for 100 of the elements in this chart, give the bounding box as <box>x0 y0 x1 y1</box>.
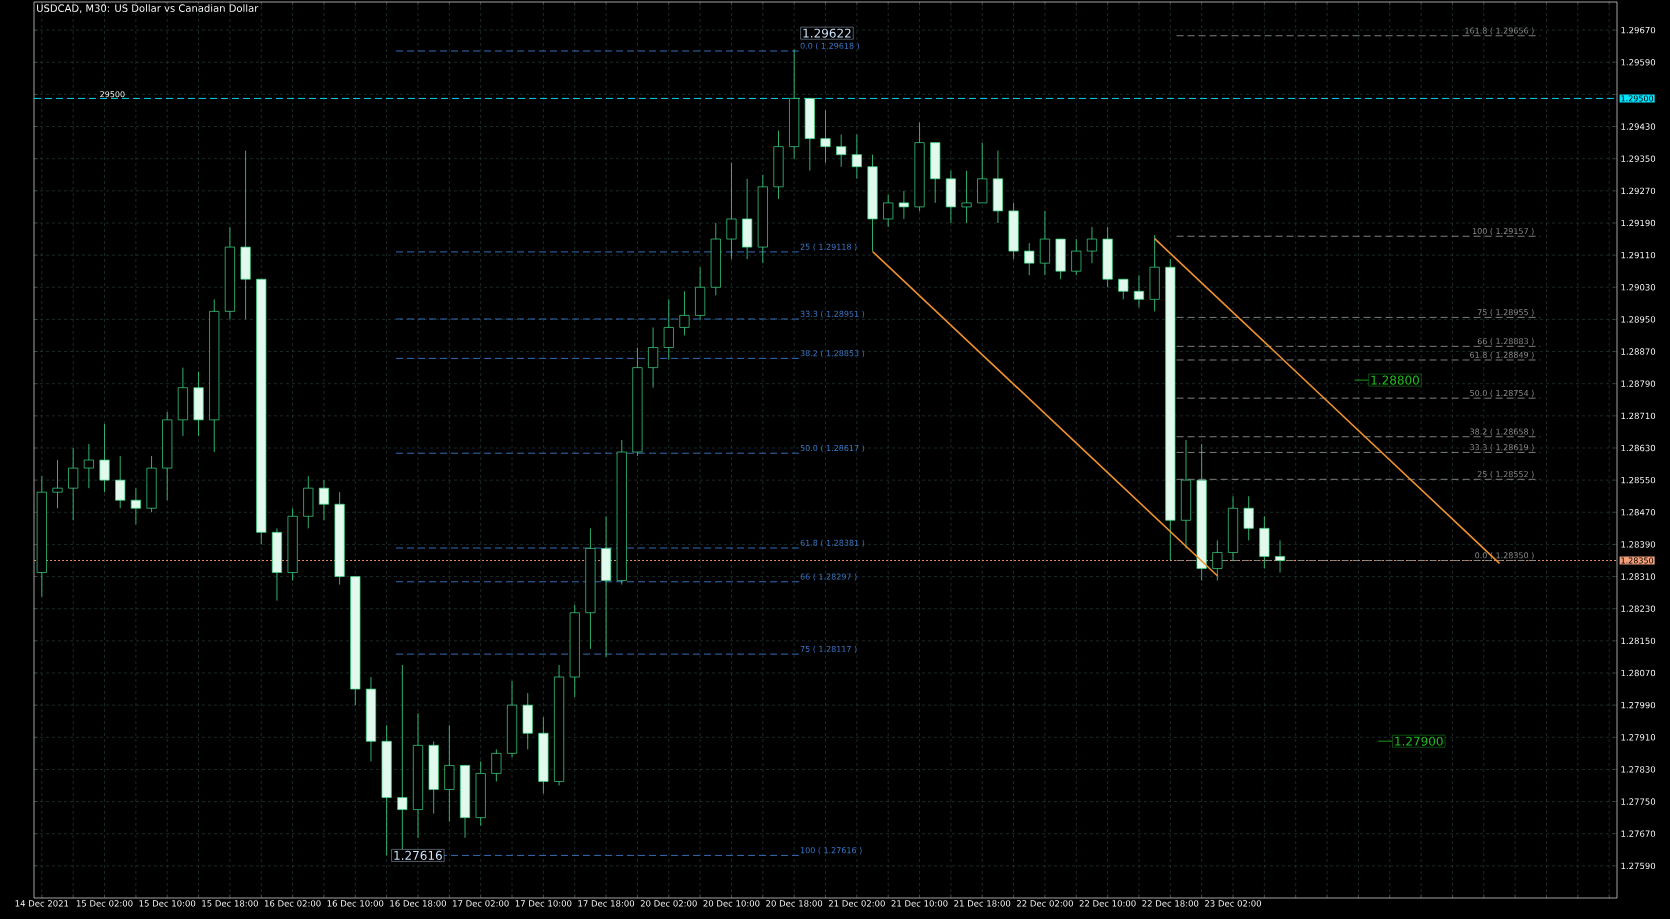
y-tick-label: 1.28310 <box>1621 573 1656 580</box>
y-tick-label: 1.29030 <box>1621 284 1656 291</box>
annotation: 1.28800 <box>1371 375 1419 385</box>
ref-line-label: 66 ( 1.28883 ) <box>1477 338 1534 346</box>
y-tick-label: 1.28390 <box>1621 541 1656 548</box>
candlestick <box>83 443 94 489</box>
x-tick-label: 21 Dec 10:00 <box>891 900 948 907</box>
ref-line-label: 33.3 ( 1.28619 ) <box>1470 444 1534 452</box>
ref-line-label: 161.8 ( 1.29656 ) <box>1465 27 1534 35</box>
candlestick <box>1274 540 1286 573</box>
y-tick-label: 1.28070 <box>1621 669 1656 677</box>
x-tick-label: 20 Dec 18:00 <box>766 900 823 907</box>
candlestick <box>648 327 659 389</box>
ref-line-label: 61.8 ( 1.28849 ) <box>1470 351 1534 359</box>
x-tick-label: 15 Dec 18:00 <box>202 900 258 907</box>
y-tick-label: 1.29590 <box>1621 59 1656 66</box>
x-tick-label: 22 Dec 02:00 <box>1016 900 1073 907</box>
y-tick-label: 1.28870 <box>1621 348 1656 355</box>
y-tick-label: 1.28630 <box>1621 444 1656 452</box>
candlestick <box>68 447 79 521</box>
x-tick-label: 20 Dec 10:00 <box>703 900 760 907</box>
annotation: 1.27900 <box>1395 736 1443 746</box>
chart-title: USDCAD, M30: US Dollar vs Canadian Dollar <box>37 4 259 13</box>
ref-line-label: 100 ( 1.27616 ) <box>800 847 862 855</box>
text: 1.28350 <box>1621 557 1654 564</box>
y-tick-label: 1.29430 <box>1621 123 1656 130</box>
candlestick <box>820 110 831 164</box>
candlestick <box>397 664 408 851</box>
candlestick <box>1024 242 1035 276</box>
ref-line-label: 100 ( 1.29157 ) <box>1472 227 1534 236</box>
candlestick <box>52 459 63 509</box>
y-tick-label: 1.28470 <box>1621 509 1656 516</box>
y-tick-label: 1.28550 <box>1621 476 1656 484</box>
annotation: 29500 <box>100 91 125 98</box>
candlestick <box>1086 226 1098 264</box>
y-tick-label: 1.27750 <box>1621 798 1656 805</box>
y-tick-label: 1.27670 <box>1621 830 1656 837</box>
candlestick <box>726 162 737 260</box>
candlestick <box>851 134 862 180</box>
candlestick <box>898 190 909 220</box>
x-tick-label: 17 Dec 18:00 <box>578 900 635 907</box>
text: 1.29500 <box>1621 95 1654 102</box>
ref-line-label: 38.2 ( 1.28853 ) <box>800 350 865 358</box>
ref-line-label: 38.2 ( 1.28658 ) <box>1470 428 1534 436</box>
y-tick-label: 1.29190 <box>1621 219 1656 227</box>
annotation: 1.27616 <box>394 850 442 860</box>
candlestick <box>679 290 690 336</box>
x-tick-label: 16 Dec 02:00 <box>264 900 321 907</box>
candlestick <box>1133 274 1145 308</box>
ref-line-label: 66 ( 1.28297 ) <box>800 573 857 581</box>
ref-line-label: 25 ( 1.29118 ) <box>800 243 857 251</box>
x-tick-label: 17 Dec 10:00 <box>515 900 572 907</box>
y-tick-label: 1.27910 <box>1621 734 1656 741</box>
y-tick-label: 1.27830 <box>1621 766 1656 773</box>
x-tick-label: 20 Dec 02:00 <box>640 900 697 907</box>
ref-line-label: 61.8 ( 1.28381 ) <box>800 539 865 547</box>
ref-line-label: 33.3 ( 1.28951 ) <box>800 310 865 318</box>
y-tick-label: 1.29110 <box>1621 251 1656 259</box>
candlestick <box>130 487 141 525</box>
x-tick-label: 21 Dec 18:00 <box>954 900 1011 907</box>
ref-line-label: 75 ( 1.28955 ) <box>1477 309 1534 317</box>
x-tick-label: 21 Dec 02:00 <box>828 900 885 907</box>
x-tick-label: 16 Dec 10:00 <box>327 900 384 907</box>
y-tick-label: 1.29270 <box>1621 187 1656 195</box>
x-tick-label: 16 Dec 18:00 <box>390 900 447 907</box>
y-tick-label: 1.29350 <box>1621 155 1656 162</box>
y-tick-label: 1.28950 <box>1621 316 1656 323</box>
candlestick <box>883 194 894 228</box>
candlestick <box>663 298 674 360</box>
candlestick <box>1118 278 1129 300</box>
candlestick <box>115 455 126 509</box>
y-tick-label: 1.28230 <box>1621 605 1656 612</box>
ref-line-label: 75 ( 1.28117 ) <box>800 645 857 653</box>
y-tick-label: 1.27990 <box>1621 701 1656 709</box>
x-tick-label: 22 Dec 18:00 <box>1142 900 1199 907</box>
x-tick-label: 23 Dec 02:00 <box>1205 900 1262 907</box>
candlestick <box>491 748 502 782</box>
ref-line-label: 0.0 ( 1.29618 ) <box>800 42 860 50</box>
ref-line-label: 25 ( 1.28552 ) <box>1477 471 1534 479</box>
candlestick <box>318 479 330 521</box>
x-tick-label: 17 Dec 02:00 <box>453 900 509 907</box>
candlestick <box>1071 238 1082 276</box>
ref-line-label: 50.0 ( 1.28754 ) <box>1470 389 1534 397</box>
ref-line-label: 0.0 ( 1.28350 ) <box>1475 552 1534 560</box>
ref-line-label: 50.0 ( 1.28617 ) <box>800 444 865 453</box>
y-tick-label: 1.29670 <box>1621 26 1656 34</box>
candlestick <box>1243 495 1254 541</box>
x-tick-label: 14 Dec 2021 <box>15 900 69 907</box>
candlestick <box>961 170 972 224</box>
y-tick-label: 1.28150 <box>1621 637 1656 645</box>
y-tick-label: 1.27590 <box>1621 862 1656 870</box>
x-tick-label: 15 Dec 10:00 <box>139 900 196 907</box>
candlestick <box>1212 540 1223 581</box>
y-tick-label: 1.28790 <box>1621 380 1656 387</box>
candlestick <box>99 423 110 493</box>
candlestick <box>836 134 847 168</box>
y-tick-label: 1.28710 <box>1621 412 1656 420</box>
x-tick-label: 15 Dec 02:00 <box>76 900 133 907</box>
x-tick-label: 22 Dec 10:00 <box>1079 900 1136 907</box>
annotation: 1.29622 <box>803 28 851 38</box>
